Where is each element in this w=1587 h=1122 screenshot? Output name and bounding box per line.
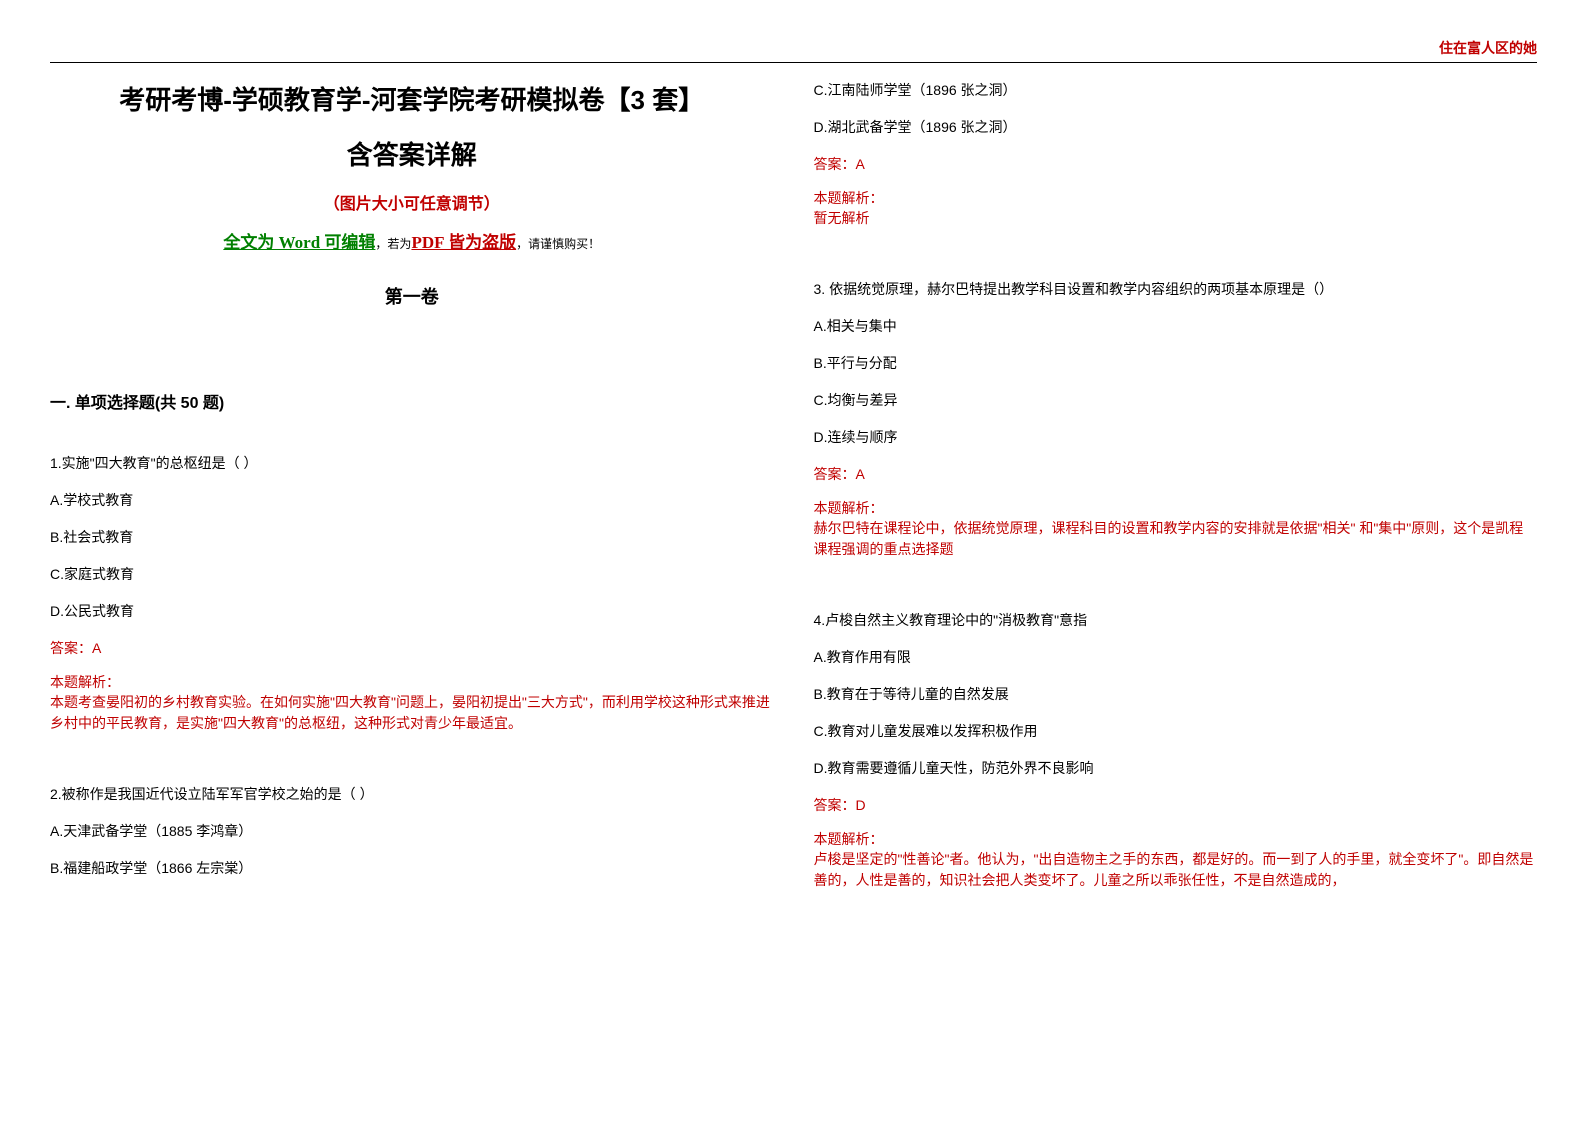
edit-suffix-text: ，请谨慎购买！ [516, 237, 600, 251]
q4-option-a: A.教育作用有限 [814, 647, 1538, 668]
main-title: 考研考博-学硕教育学-河套学院考研模拟卷【3 套】 [50, 80, 774, 117]
q3-answer: 答案：A [814, 464, 1538, 484]
q1-stem: 1.实施"四大教育"的总枢纽是（ ） [50, 453, 774, 474]
q2-stem: 2.被称作是我国近代设立陆军军官学校之始的是（ ） [50, 784, 774, 805]
q3-analysis-label: 本题解析： [814, 498, 1538, 518]
q3-option-c: C.均衡与差异 [814, 390, 1538, 411]
question-2-left: 2.被称作是我国近代设立陆军军官学校之始的是（ ） A.天津武备学堂（1885 … [50, 784, 774, 879]
q2-answer: 答案：A [814, 154, 1538, 174]
q3-analysis: 赫尔巴特在课程论中，依据统觉原理，课程科目的设置和教学内容的安排就是依据"相关"… [814, 518, 1538, 560]
question-4: 4.卢梭自然主义教育理论中的"消极教育"意指 A.教育作用有限 B.教育在于等待… [814, 610, 1538, 891]
two-column-layout: 考研考博-学硕教育学-河套学院考研模拟卷【3 套】 含答案详解 （图片大小可任意… [50, 80, 1537, 895]
section-heading: 一. 单项选择题(共 50 题) [50, 389, 774, 413]
q4-analysis: 卢梭是坚定的"性善论"者。他认为，"出自造物主之手的东西，都是好的。而一到了人的… [814, 849, 1538, 891]
q2-option-b: B.福建船政学堂（1866 左宗棠） [50, 858, 774, 879]
pdf-pirate-text: PDF 皆为盗版 [411, 233, 516, 252]
question-1: 1.实施"四大教育"的总枢纽是（ ） A.学校式教育 B.社会式教育 C.家庭式… [50, 453, 774, 734]
watermark-text: 住在富人区的她 [1439, 38, 1537, 58]
q3-option-d: D.连续与顺序 [814, 427, 1538, 448]
q1-option-b: B.社会式教育 [50, 527, 774, 548]
q1-answer: 答案：A [50, 638, 774, 658]
q4-answer: 答案：D [814, 795, 1538, 815]
edit-mid-text: ，若为 [375, 237, 411, 251]
q3-stem: 3. 依据统觉原理，赫尔巴特提出教学科目设置和教学内容组织的两项基本原理是（） [814, 279, 1538, 300]
image-note: （图片大小可任意调节） [50, 190, 774, 214]
left-column: 考研考博-学硕教育学-河套学院考研模拟卷【3 套】 含答案详解 （图片大小可任意… [50, 80, 774, 895]
q4-option-b: B.教育在于等待儿童的自然发展 [814, 684, 1538, 705]
top-divider [50, 62, 1537, 63]
q1-analysis-label: 本题解析： [50, 672, 774, 692]
word-editable-text: 全文为 Word 可编辑 [223, 233, 375, 252]
volume-heading: 第一卷 [50, 283, 774, 309]
q2-analysis: 暂无解析 [814, 208, 1538, 229]
q1-option-d: D.公民式教育 [50, 601, 774, 622]
q1-analysis: 本题考查晏阳初的乡村教育实验。在如何实施"四大教育"问题上，晏阳初提出"三大方式… [50, 692, 774, 734]
q1-option-c: C.家庭式教育 [50, 564, 774, 585]
q3-option-b: B.平行与分配 [814, 353, 1538, 374]
q4-analysis-label: 本题解析： [814, 829, 1538, 849]
edit-warning-line: 全文为 Word 可编辑，若为PDF 皆为盗版，请谨慎购买！ [50, 228, 774, 253]
q2-option-d: D.湖北武备学堂（1896 张之洞） [814, 117, 1538, 138]
q4-option-d: D.教育需要遵循儿童天性，防范外界不良影响 [814, 758, 1538, 779]
sub-title: 含答案详解 [50, 135, 774, 172]
q2-analysis-label: 本题解析： [814, 188, 1538, 208]
q2-option-c: C.江南陆师学堂（1896 张之洞） [814, 80, 1538, 101]
q1-option-a: A.学校式教育 [50, 490, 774, 511]
right-column: C.江南陆师学堂（1896 张之洞） D.湖北武备学堂（1896 张之洞） 答案… [814, 80, 1538, 895]
q4-option-c: C.教育对儿童发展难以发挥积极作用 [814, 721, 1538, 742]
question-3: 3. 依据统觉原理，赫尔巴特提出教学科目设置和教学内容组织的两项基本原理是（） … [814, 279, 1538, 560]
question-2-right: C.江南陆师学堂（1896 张之洞） D.湖北武备学堂（1896 张之洞） 答案… [814, 80, 1538, 229]
q4-stem: 4.卢梭自然主义教育理论中的"消极教育"意指 [814, 610, 1538, 631]
q3-option-a: A.相关与集中 [814, 316, 1538, 337]
q2-option-a: A.天津武备学堂（1885 李鸿章） [50, 821, 774, 842]
